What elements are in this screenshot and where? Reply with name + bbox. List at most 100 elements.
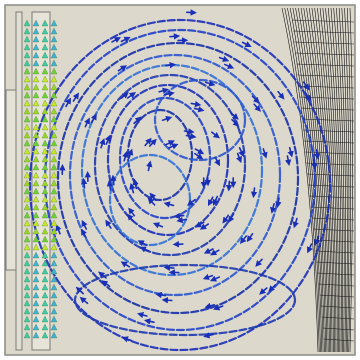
vector-arrow: [50, 219, 58, 227]
vector-arrow: [50, 203, 58, 211]
vector-arrow: [32, 283, 40, 291]
vector-arrow: [50, 179, 58, 187]
vector-arrow: [50, 235, 58, 243]
vector-arrow: [32, 155, 40, 163]
vector-arrow: [41, 99, 49, 107]
vector-loop: [68, 53, 282, 297]
vector-arrow: [32, 203, 40, 211]
vector-arrow: [32, 91, 40, 99]
vector-arrow: [23, 155, 31, 163]
vector-arrow: [120, 36, 131, 43]
vector-arrow: [50, 27, 58, 35]
vector-arrow: [32, 243, 40, 251]
vector-arrow: [50, 283, 58, 291]
vector-arrow: [50, 163, 58, 171]
vector-arrow: [147, 197, 156, 206]
vector-arrow: [41, 299, 49, 307]
vector-arrow: [50, 227, 58, 235]
vector-arrow: [41, 307, 49, 315]
vector-arrow: [251, 95, 260, 104]
vector-arrow: [50, 331, 58, 339]
vector-arrow: [41, 131, 49, 139]
vector-arrow: [32, 187, 40, 195]
vector-arrow: [41, 235, 49, 243]
vector-arrow: [161, 297, 173, 304]
vector-arrow: [203, 332, 214, 339]
mesh-line: [327, 7, 341, 353]
vector-arrow: [72, 92, 80, 102]
vector-arrow: [32, 147, 40, 155]
vector-arrow: [32, 51, 40, 59]
vector-arrow: [32, 107, 40, 115]
vector-arrow: [250, 187, 258, 199]
vector-arrow: [164, 90, 175, 98]
vector-arrow: [32, 19, 40, 27]
vector-arrow: [185, 133, 197, 140]
vector-arrow: [32, 211, 40, 219]
vector-arrow: [50, 275, 58, 283]
vector-arrow: [253, 103, 261, 112]
vector-arrow: [41, 203, 49, 211]
vector-arrow: [23, 251, 31, 259]
vector-arrow: [23, 187, 31, 195]
vector-loop: [93, 73, 247, 257]
vector-arrow: [104, 134, 111, 145]
vector-arrow: [55, 224, 62, 235]
vector-arrow: [41, 315, 49, 323]
vector-arrow: [193, 106, 205, 113]
vector-arrow: [41, 43, 49, 51]
mesh-line: [311, 7, 333, 353]
vector-arrow: [23, 211, 31, 219]
vector-arrow: [213, 304, 224, 311]
mesh-line: [317, 7, 335, 353]
vector-arrow: [41, 51, 49, 59]
vector-arrow: [111, 37, 121, 43]
vector-arrow: [194, 148, 205, 155]
vector-arrow: [23, 91, 31, 99]
mesh-line: [325, 7, 339, 353]
vector-arrow: [50, 291, 58, 299]
mesh-line: [315, 250, 355, 254]
vector-arrow: [228, 213, 235, 223]
vector-arrow: [32, 67, 40, 75]
vector-arrow: [50, 83, 58, 91]
vector-arrow: [106, 179, 114, 191]
vector-arrow: [122, 150, 129, 162]
vector-arrow: [23, 35, 31, 43]
vector-arrow: [23, 83, 31, 91]
vector-arrow: [23, 171, 31, 179]
mesh-line: [338, 7, 347, 353]
vector-arrow: [238, 147, 245, 158]
vector-arrow: [32, 219, 40, 227]
vector-arrow: [84, 117, 90, 128]
vector-arrow: [50, 19, 58, 27]
vector-arrow: [50, 59, 58, 67]
vector-arrow: [23, 283, 31, 291]
vector-arrow: [41, 83, 49, 91]
mesh: [281, 7, 355, 353]
mesh-line: [308, 184, 355, 188]
vector-arrow: [23, 179, 31, 187]
vector-arrow: [32, 275, 40, 283]
mesh-line: [306, 7, 330, 353]
vector-arrow: [50, 195, 58, 203]
vector-arrow: [23, 139, 31, 147]
mesh-line: [281, 7, 319, 353]
vector-arrow: [41, 227, 49, 235]
vector-arrow: [222, 214, 230, 224]
mesh-line: [297, 74, 355, 78]
vector-arrow: [41, 67, 49, 75]
mesh-line: [296, 63, 355, 67]
vector-arrow: [314, 235, 321, 246]
vector-arrow: [41, 211, 49, 219]
vector-arrow: [137, 311, 148, 319]
mesh-line: [309, 195, 355, 199]
vector-arrow: [50, 75, 58, 83]
vector-arrow: [23, 195, 31, 203]
mesh-line: [336, 7, 345, 353]
vector-arrow: [50, 123, 58, 131]
vector-loop: [106, 83, 230, 237]
vector-arrow: [204, 80, 216, 87]
vector-arrow: [212, 195, 219, 206]
vector-arrow: [32, 131, 40, 139]
